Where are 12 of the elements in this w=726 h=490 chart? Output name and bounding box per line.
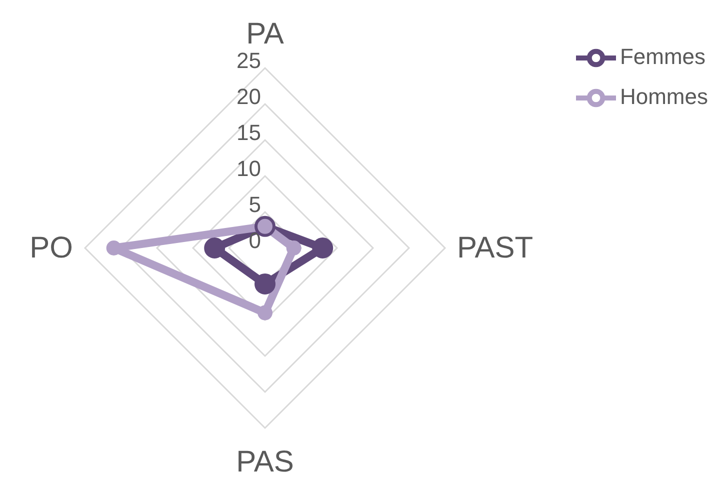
y-tick-label: 0: [248, 228, 261, 253]
spoke-label: PO: [30, 232, 73, 264]
y-tick-label: 15: [236, 120, 261, 145]
y-tick-label: 25: [236, 48, 261, 73]
spoke-label: PAS: [236, 446, 294, 478]
legend-label: Femmes: [620, 44, 706, 69]
y-tick-label: 20: [236, 84, 261, 109]
legend-label: Hommes: [620, 84, 708, 109]
y-tick-label: 10: [236, 156, 261, 181]
spoke-label: PAST: [457, 232, 534, 264]
y-tick-label: 5: [248, 192, 261, 217]
spoke-label: PA: [246, 18, 284, 50]
